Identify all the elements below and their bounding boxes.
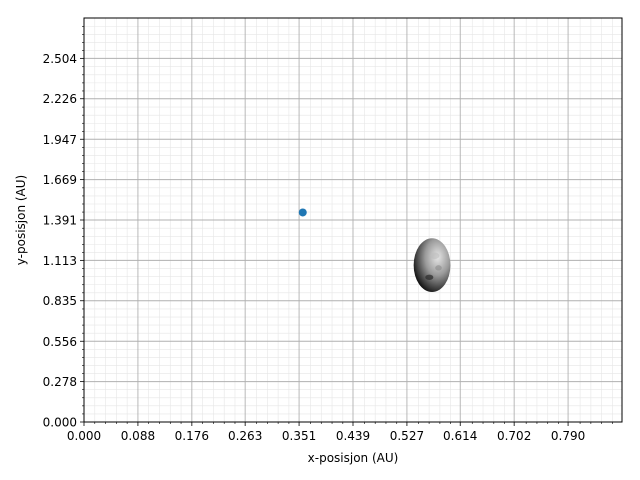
- ticks: [80, 26, 613, 426]
- y-tick-label: 1.113: [43, 254, 77, 268]
- x-tick-label: 0.000: [67, 429, 101, 443]
- series-layer: [298, 208, 307, 217]
- y-tick-label: 0.278: [43, 375, 77, 389]
- asteroid-body: [413, 238, 451, 293]
- tick-labels: 0.000 0.088 0.176 0.263 0.351 0.439 0.527 0.614…: [43, 52, 586, 443]
- y-tick-label: 0.556: [43, 335, 77, 349]
- asteroid-crater: [435, 265, 442, 271]
- x-tick-label: 0.614: [443, 429, 477, 443]
- y-tick-label: 2.226: [43, 92, 77, 106]
- y-tick-label: 0.835: [43, 294, 77, 308]
- asteroid-image: [413, 238, 451, 293]
- x-tick-label: 0.176: [175, 429, 209, 443]
- x-tick-label: 0.351: [282, 429, 316, 443]
- asteroid-crater: [425, 274, 434, 280]
- x-tick-label: 0.263: [228, 429, 262, 443]
- asteroid-crater: [430, 252, 440, 259]
- y-axis-label: y-posisjon (AU): [14, 175, 28, 265]
- y-tick-label: 1.947: [43, 133, 77, 147]
- x-tick-label: 0.439: [336, 429, 370, 443]
- y-tick-label: 0.000: [43, 416, 77, 430]
- y-tick-label: 1.391: [43, 214, 77, 228]
- x-tick-label: 0.702: [497, 429, 531, 443]
- data-point: [298, 208, 307, 217]
- x-axis-label: x-posisjon (AU): [308, 451, 399, 465]
- x-tick-label: 0.088: [121, 429, 155, 443]
- y-tick-label: 2.504: [43, 52, 77, 66]
- x-tick-label: 0.790: [551, 429, 585, 443]
- y-tick-label: 1.669: [43, 173, 77, 187]
- x-tick-label: 0.527: [390, 429, 424, 443]
- major-grid: [83, 18, 622, 423]
- image-layer: [413, 238, 451, 293]
